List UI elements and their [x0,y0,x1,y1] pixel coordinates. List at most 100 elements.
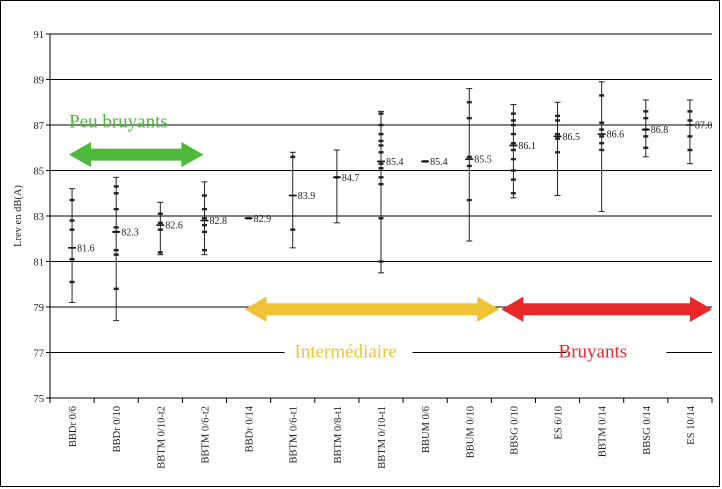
data-point [201,207,207,211]
data-point [599,94,605,97]
series-5: 82.9 [244,214,272,225]
data-point [599,135,605,138]
band-label-intermediaire: Intermédiaire [295,342,397,363]
y-axis-label: Lrev en dB(A) [13,185,24,247]
data-point [555,114,561,118]
data-point [201,223,207,227]
x-tick-label: BBTM 0/10-t2 [156,406,167,469]
mean-label: 85.4 [386,157,404,168]
y-tick-label: 89 [34,76,45,87]
series-15: 87.0 [685,99,713,165]
data-point [157,228,163,231]
data-point [510,178,516,181]
mean-label: 86.8 [651,125,669,136]
data-point [378,132,384,136]
data-point [157,251,163,254]
x-tick-label: BBTM 0/6-t1 [289,406,300,463]
data-point [378,123,384,127]
data-point [290,155,296,159]
arrow-bruyants [501,296,712,322]
data-point [113,207,119,211]
y-tick-label: 81 [34,258,45,269]
data-point [466,116,472,120]
mean-label: 86.6 [607,130,625,141]
data-point [466,164,472,168]
data-point [555,151,561,154]
mean-label: 87.0 [695,121,713,132]
data-point [113,226,119,229]
mean-label: 82.6 [165,221,183,232]
mean-label: 83.9 [298,191,316,202]
data-point [201,230,207,234]
data-point [643,116,649,120]
mean-label: 82.9 [254,214,272,225]
data-point [290,228,296,231]
arrow-intermediaire [244,296,500,322]
series-4: 82.8 [200,181,227,256]
y-tick-label: 75 [34,394,45,405]
data-point [201,248,207,252]
label-background [284,337,413,362]
mean-label: 82.8 [209,216,227,227]
y-tick-label: 83 [34,212,45,223]
data-point [69,198,75,202]
data-point [510,142,516,145]
data-point [378,167,384,170]
series-13: 86.6 [597,81,625,212]
data-point [157,212,163,215]
series-8: 85.4 [377,110,404,274]
data-point [643,135,649,138]
x-tick-label: BBTM 0/10-t1 [377,406,388,469]
x-tick-label: BBTM 0/6-t2 [200,406,211,463]
data-point [466,198,472,202]
series-1: 81.6 [68,188,95,303]
x-tick-label: BBSG 0/14 [642,405,653,454]
data-point [599,142,605,145]
data-point [466,155,472,159]
data-point [157,221,163,225]
data-point [599,148,605,152]
data-point [69,280,75,284]
label-background [566,337,667,362]
x-tick-label: BBSG 0/10 [509,406,520,455]
mean-label: 81.6 [77,243,95,254]
data-point [378,144,384,147]
mean-label: 85.5 [474,155,492,166]
x-tick-label: BBDr 0/10 [112,406,123,452]
y-tick-label: 85 [34,167,45,178]
data-point [113,287,119,290]
data-point [69,258,75,261]
data-point [69,228,75,231]
data-point [113,185,119,188]
x-tick-label: BBTM 0/8-t1 [333,406,344,463]
series-7: 84.7 [332,149,360,224]
series-14: 86.8 [641,99,669,158]
data-point [510,132,516,136]
data-point [599,121,605,124]
data-point [378,151,384,154]
x-tick-label: BBTM 0/14 [598,405,609,457]
series-9: 85.4 [421,157,448,168]
data-point [113,248,119,252]
data-point [378,176,384,179]
data-point [113,192,119,195]
data-point [69,219,75,222]
data-point [510,148,516,152]
series-6: 83.9 [288,151,316,249]
y-tick-label: 87 [34,121,45,132]
data-point [378,162,384,165]
data-point [378,139,384,143]
x-tick-label: BBUM 0/6 [421,406,432,453]
data-point [378,182,384,186]
data-point [643,146,649,149]
mean-label: 84.7 [342,173,360,184]
arrow-peu-bruyants [69,141,204,168]
data-point [555,132,561,136]
data-point [555,119,561,122]
error-bars: 81.6 82.3 82.6 82.8 82.9 83.9 84.7 85.4 85.4 85.5… [68,81,713,322]
y-tick-label: 77 [34,349,45,360]
data-point [687,135,693,138]
x-tick-label: BBDr 0/6 [68,406,79,447]
data-point [510,157,516,161]
x-axis: BBDr 0/6 BBDr 0/10 BBTM 0/10-t2 BBTM 0/6-t2… [49,398,713,469]
